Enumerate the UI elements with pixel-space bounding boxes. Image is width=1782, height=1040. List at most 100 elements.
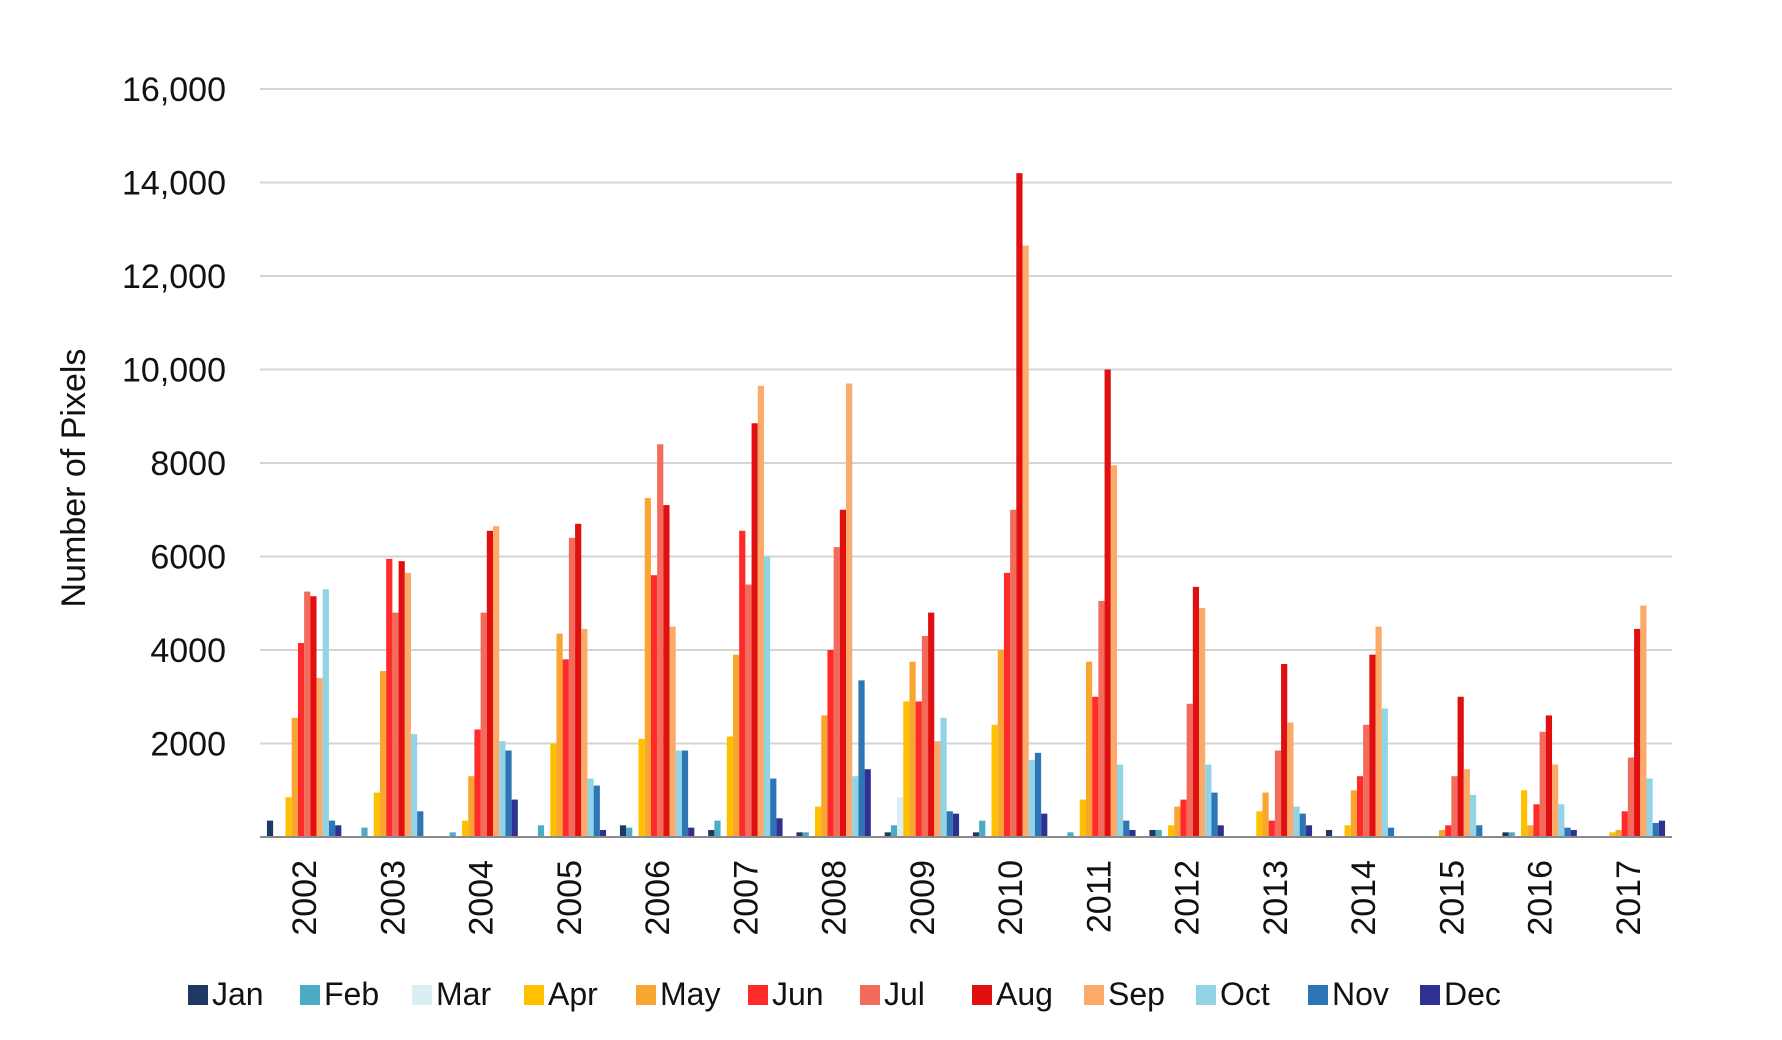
y-axis-label: Number of Pixels xyxy=(55,349,93,608)
bar-oct-2017 xyxy=(1646,778,1653,837)
bar-sep-2012 xyxy=(1199,607,1206,837)
bar-jun-2012 xyxy=(1180,799,1187,837)
bar-may-2016 xyxy=(1527,825,1534,837)
bar-nov-2012 xyxy=(1211,792,1218,837)
bar-aug-2006 xyxy=(663,505,670,837)
bar-apr-2012 xyxy=(1168,825,1175,837)
bar-apr-2013 xyxy=(1256,811,1263,837)
x-tick-label: 2003 xyxy=(374,860,412,936)
bar-dec-2005 xyxy=(599,829,607,837)
y-tick-label: 8000 xyxy=(150,445,226,483)
bar-dec-2009 xyxy=(952,813,960,837)
bar-may-2003 xyxy=(379,671,387,837)
bar-nov-2013 xyxy=(1299,813,1306,837)
legend-item-feb: Feb xyxy=(300,976,379,1012)
bar-apr-2003 xyxy=(373,792,380,837)
x-tick-label: 2012 xyxy=(1169,860,1207,936)
legend-label: Oct xyxy=(1220,976,1270,1012)
bar-aug-2005 xyxy=(575,523,582,837)
bar-jun-2016 xyxy=(1533,804,1540,837)
bar-sep-2005 xyxy=(581,628,588,837)
bar-nov-2011 xyxy=(1123,820,1130,837)
legend-swatch xyxy=(860,985,880,1005)
legend: Jan Feb Mar Apr May Jun Jul Aug Sep Oct Nov Dec xyxy=(188,976,1501,1012)
bar-nov-2005 xyxy=(593,785,600,837)
bar-aug-2013 xyxy=(1281,664,1288,837)
bar-jul-2010 xyxy=(1010,509,1017,837)
bar-dec-2010 xyxy=(1041,813,1048,837)
bar-dec-2012 xyxy=(1217,825,1224,837)
x-axis-ticks: 2002 2003 2004 2005 2006 2007 2008 2009 2010 2011… xyxy=(286,860,1648,936)
bar-jan-2012 xyxy=(1149,829,1156,837)
y-tick-label: 10,000 xyxy=(122,352,226,390)
bar-sep-2004 xyxy=(493,526,500,837)
y-tick-label: 2000 xyxy=(150,726,226,764)
bar-dec-2007 xyxy=(776,818,783,837)
bar-apr-2004 xyxy=(462,820,469,837)
bar-sep-2015 xyxy=(1463,769,1470,837)
bar-feb-2009 xyxy=(890,825,898,837)
bar-aug-2011 xyxy=(1104,369,1111,837)
legend-item-jan: Jan xyxy=(188,976,264,1012)
bar-nov-2007 xyxy=(770,778,777,837)
bar-aug-2002 xyxy=(310,596,317,837)
bar-nov-2016 xyxy=(1564,827,1571,837)
bar-oct-2010 xyxy=(1028,759,1035,837)
legend-swatch xyxy=(188,985,208,1005)
bar-jan-2014 xyxy=(1325,829,1333,837)
bar-may-2011 xyxy=(1085,661,1093,837)
bar-jul-2015 xyxy=(1451,776,1458,837)
legend-swatch xyxy=(636,985,656,1005)
bar-sep-2013 xyxy=(1287,722,1294,837)
bars xyxy=(260,173,1672,838)
legend-item-aug: Aug xyxy=(972,976,1053,1012)
bar-nov-2008 xyxy=(858,680,865,837)
bar-jul-2004 xyxy=(480,612,487,837)
bar-sep-2007 xyxy=(757,385,764,837)
bar-apr-2011 xyxy=(1079,799,1086,837)
bar-apr-2005 xyxy=(550,743,557,837)
bar-feb-2007 xyxy=(714,820,721,837)
bar-jul-2014 xyxy=(1363,724,1370,837)
bar-nov-2015 xyxy=(1476,825,1483,837)
bar-jun-2013 xyxy=(1268,820,1275,837)
bar-dec-2006 xyxy=(688,827,695,837)
bar-apr-2006 xyxy=(638,738,645,837)
bar-jun-2003 xyxy=(386,558,393,837)
bar-jun-2007 xyxy=(739,530,746,837)
bar-oct-2013 xyxy=(1293,806,1300,837)
bar-nov-2003 xyxy=(417,811,424,837)
bar-jun-2015 xyxy=(1445,825,1452,837)
bar-may-2007 xyxy=(732,654,740,837)
legend-item-jul: Jul xyxy=(860,976,925,1012)
bar-apr-2016 xyxy=(1521,790,1528,837)
bar-jul-2012 xyxy=(1186,703,1193,837)
bar-sep-2017 xyxy=(1640,605,1647,837)
legend-label: May xyxy=(660,976,720,1012)
bar-nov-2002 xyxy=(328,820,336,837)
bar-feb-2011 xyxy=(1067,832,1074,837)
bar-sep-2009 xyxy=(934,741,941,837)
legend-item-sep: Sep xyxy=(1084,976,1165,1012)
bar-jul-2016 xyxy=(1539,731,1546,837)
x-tick-label: 2008 xyxy=(816,860,854,936)
bar-jul-2011 xyxy=(1098,600,1105,837)
bar-oct-2014 xyxy=(1381,708,1388,837)
legend-label: Jan xyxy=(212,976,264,1012)
bar-aug-2008 xyxy=(839,509,847,837)
bar-jan-2008 xyxy=(796,832,803,837)
bar-jun-2006 xyxy=(650,575,658,837)
bar-sep-2010 xyxy=(1022,245,1029,838)
legend-swatch xyxy=(1196,985,1216,1005)
bar-oct-2015 xyxy=(1469,794,1477,837)
bar-jun-2014 xyxy=(1356,776,1364,837)
bar-jun-2005 xyxy=(562,659,569,837)
bar-dec-2002 xyxy=(335,825,342,837)
bar-dec-2004 xyxy=(511,799,518,837)
bar-feb-2010 xyxy=(979,820,986,837)
bar-apr-2014 xyxy=(1344,825,1351,837)
bar-aug-2016 xyxy=(1545,715,1553,837)
legend-swatch xyxy=(1420,985,1440,1005)
x-tick-label: 2015 xyxy=(1433,860,1471,936)
